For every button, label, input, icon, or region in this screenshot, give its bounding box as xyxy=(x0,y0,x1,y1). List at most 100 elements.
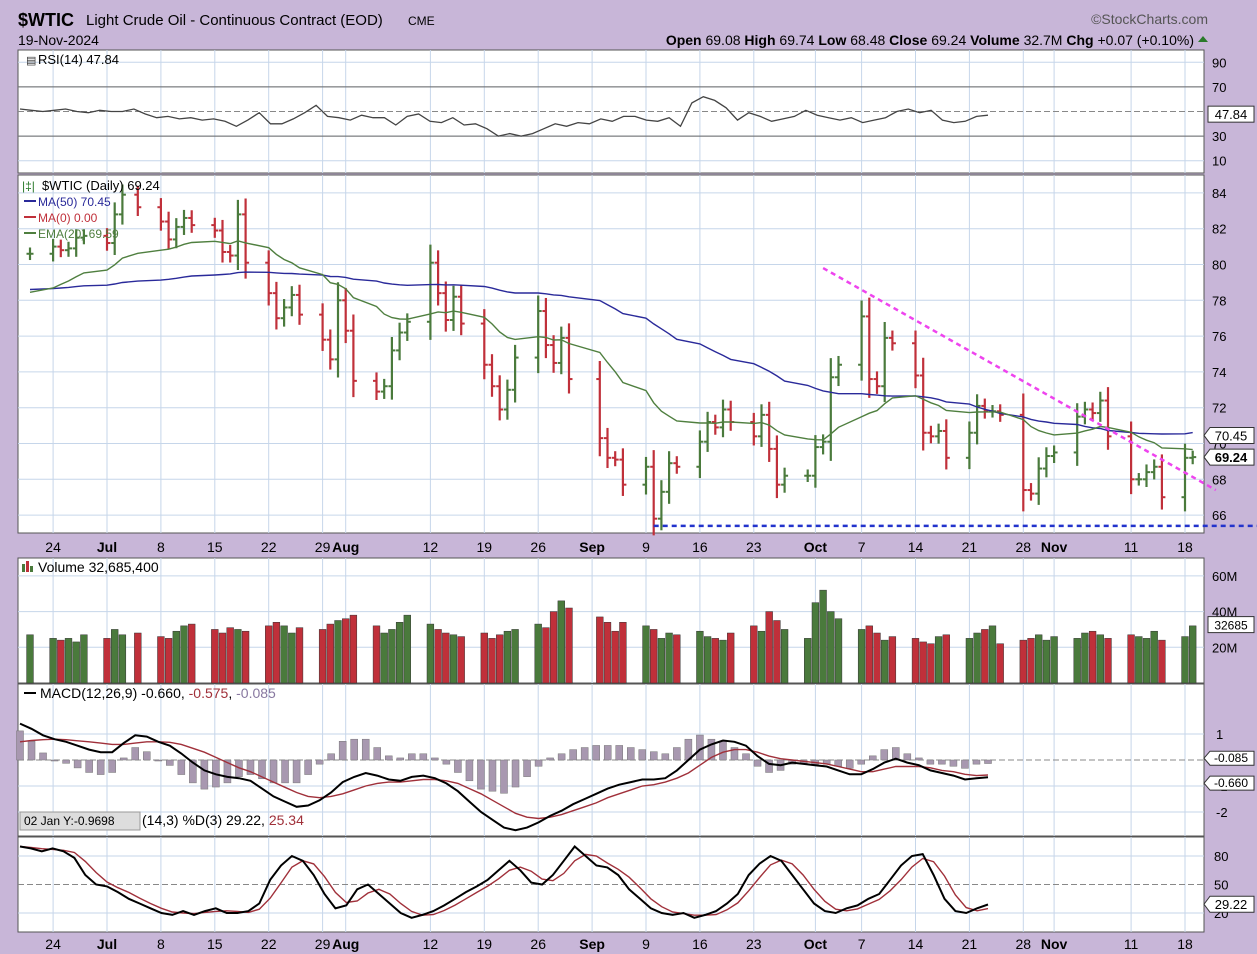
ohlc-bar xyxy=(1150,459,1158,480)
macd-histogram-bar xyxy=(39,752,47,761)
macd-histogram-bar xyxy=(488,759,497,792)
ohlc-bar xyxy=(342,287,350,344)
macd-histogram-bar xyxy=(281,759,289,784)
volume-bar xyxy=(241,630,250,684)
ohlc-bar xyxy=(965,421,973,470)
stoch-label: 02 Jan Y:-0.9698 (14,3) %D(3) 29.22, 25.… xyxy=(19,811,304,831)
ohlc-bar xyxy=(65,241,72,257)
symbol-title: $WTIC xyxy=(18,10,74,30)
macd-histogram-bar xyxy=(327,753,335,761)
volume-bar xyxy=(26,634,34,684)
ohlc-bar xyxy=(488,354,496,397)
macd-label: MACD(12,26,9) -0.660, -0.575, -0.085 xyxy=(24,685,276,701)
macd-histogram-bar xyxy=(603,745,612,761)
volume-bar xyxy=(157,636,165,684)
ohlc-bar xyxy=(165,211,173,250)
instrument-name: Light Crude Oil - Continuous Contract (E… xyxy=(86,12,383,29)
ohlc-bar xyxy=(1127,421,1135,495)
volume-bar xyxy=(1142,638,1151,684)
volume-bar xyxy=(188,623,196,684)
ohlc-bar xyxy=(1042,447,1050,478)
x-axis-label: 15 xyxy=(207,936,223,952)
volume-bar xyxy=(827,611,835,684)
ohlc-bar xyxy=(919,357,927,451)
ohlc-bar xyxy=(1189,450,1197,465)
volume-bar xyxy=(265,625,273,684)
ohlc-bar xyxy=(57,239,65,258)
ohlc-bar xyxy=(180,209,188,235)
macd-histogram-bar xyxy=(742,753,750,761)
ohlc-bar xyxy=(611,451,619,467)
ohlc-bar xyxy=(750,412,758,446)
ohlc-bar xyxy=(1089,402,1097,421)
x-axis-label: Oct xyxy=(804,539,828,555)
ohlc-bar xyxy=(188,210,196,233)
volume-bar xyxy=(873,632,881,684)
x-axis-label: 16 xyxy=(692,539,708,555)
x-axis-label: Sep xyxy=(579,539,605,555)
volume-bar xyxy=(342,618,350,684)
macd-histogram-bar xyxy=(845,759,854,769)
rsi-layer: 907050301047.84 xyxy=(18,55,1255,169)
ohlc-bar xyxy=(496,375,504,421)
macd-histogram-bar xyxy=(373,747,381,761)
ohlc-bar xyxy=(80,229,88,245)
x-axis-label: 14 xyxy=(908,936,924,952)
ohlc-bar xyxy=(873,371,881,394)
volume-bar xyxy=(434,629,442,684)
x-axis-label: Sep xyxy=(579,936,605,952)
x-axis-label: Jul xyxy=(97,539,117,555)
ohlc-bar xyxy=(111,202,119,256)
x-axis-label: 21 xyxy=(962,936,978,952)
change-up-arrow-icon xyxy=(1198,36,1208,42)
volume-bar xyxy=(596,616,604,684)
volume-bar xyxy=(834,618,843,684)
stoch-title: (14,3) %D(3) 29.22, 25.34 xyxy=(142,812,304,828)
x-axis-label: 14 xyxy=(908,539,924,555)
ohlc-bar xyxy=(272,281,280,330)
x-axis-label: 23 xyxy=(746,539,762,555)
rsi-badge xyxy=(1207,105,1255,123)
volume-bar xyxy=(372,625,381,684)
volume-bar xyxy=(380,632,388,684)
volume-bar xyxy=(1073,638,1081,684)
ohlc-bar xyxy=(134,185,142,216)
macd-histogram-bar xyxy=(557,753,566,761)
volume-bar xyxy=(1050,636,1058,684)
macd-histogram-bar xyxy=(258,759,266,779)
x-axis-label: 19 xyxy=(477,539,493,555)
macd-histogram-bar xyxy=(269,759,278,784)
macd-line xyxy=(19,722,989,832)
ohlc-bar xyxy=(1073,403,1081,466)
macd-histogram-bar xyxy=(892,747,900,761)
macd-histogram-bar xyxy=(569,749,577,761)
volume-bar xyxy=(349,614,358,684)
ohlc-bar xyxy=(942,419,950,470)
macd-histogram-bar xyxy=(419,753,428,761)
volume-bar xyxy=(657,638,666,684)
x-axis-label: Aug xyxy=(332,539,359,555)
volume-bar xyxy=(1135,636,1143,684)
ohlc-bar xyxy=(1181,443,1189,512)
macd-histogram-bar xyxy=(926,759,935,765)
macd-histogram-bar xyxy=(350,738,358,761)
price-legend: |‡| $WTIC (Daily) 69.24 MA(50) 70.45 MA(0… xyxy=(22,178,160,241)
x-axis-label: 18 xyxy=(1177,539,1193,555)
stoch-k-line xyxy=(19,845,989,919)
ohlc-summary: Open 69.08 High 69.74 Low 68.48 Close 69… xyxy=(666,32,1194,48)
volume-bar xyxy=(811,602,820,684)
volume-bar xyxy=(719,639,727,684)
macd-histogram-bar xyxy=(477,759,485,790)
ohlc-bar xyxy=(711,414,719,435)
ohlc-bar xyxy=(827,358,835,461)
ohlc-bar xyxy=(349,314,357,398)
rsi-line xyxy=(19,95,989,137)
macd-histogram-bar xyxy=(442,759,451,765)
volume-bar xyxy=(727,632,735,684)
volume-tick: 40M xyxy=(1212,605,1237,620)
macd-title: MACD(12,26,9) -0.660, -0.575, -0.085 xyxy=(40,685,276,701)
volume-badge-value: 32685 xyxy=(1214,619,1248,633)
volume-bar xyxy=(557,600,565,684)
